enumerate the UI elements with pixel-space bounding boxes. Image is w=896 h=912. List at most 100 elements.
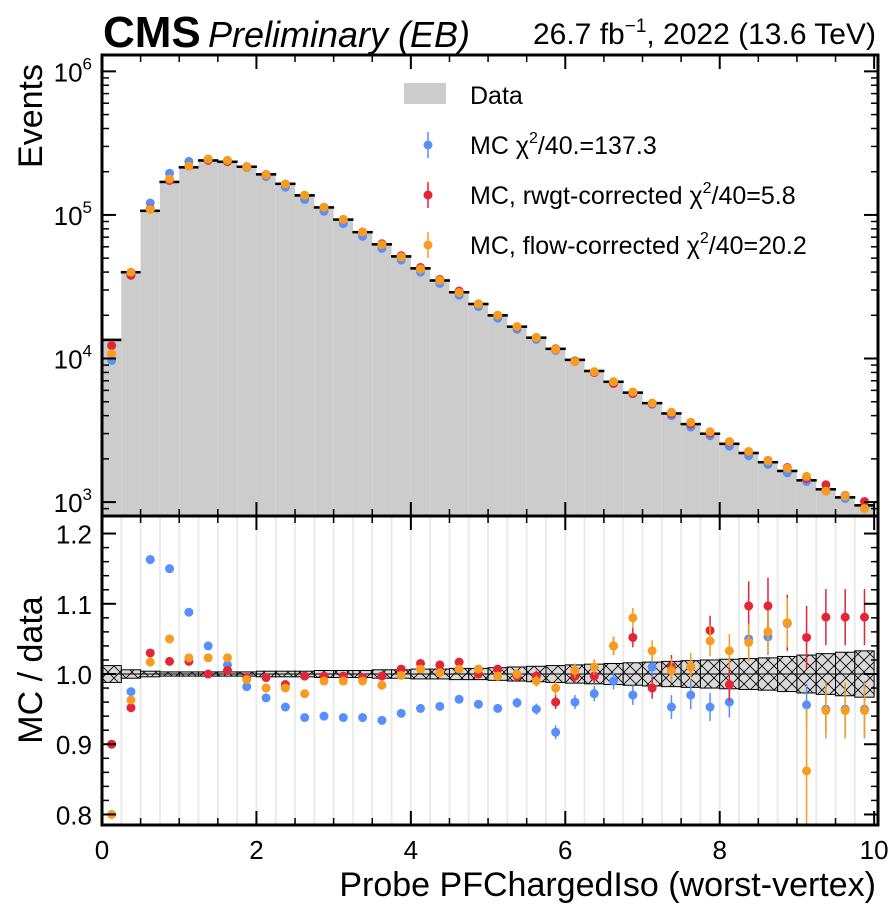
mc-ratio-point — [126, 687, 136, 697]
flow-point — [222, 155, 232, 165]
flow-ratio-point — [435, 668, 445, 678]
mc-ratio-point — [512, 698, 522, 708]
flow-ratio-point — [705, 636, 715, 646]
flow-point — [512, 322, 522, 332]
flow-point — [280, 179, 290, 189]
flow-ratio-point — [338, 676, 348, 686]
flow-ratio-point — [493, 671, 503, 681]
ratio-frame — [100, 514, 880, 827]
data-bin — [758, 462, 778, 516]
flow-ratio-point — [724, 646, 734, 656]
data-bin — [777, 470, 797, 516]
flow-point — [300, 190, 310, 200]
flow-ratio-point — [280, 683, 290, 693]
mc-ratio-point — [416, 703, 426, 713]
flow-ratio-point — [377, 680, 387, 690]
mc-ratio-point — [396, 708, 406, 718]
mc-ratio-point — [203, 641, 213, 651]
flow-ratio-point — [840, 706, 850, 716]
flow-point — [242, 162, 252, 172]
main-ytick-label: 105 — [54, 198, 92, 231]
data-bin — [295, 195, 315, 516]
flow-ratio-point — [454, 664, 464, 674]
flow-ratio-point — [859, 706, 869, 716]
data-bin — [545, 348, 566, 516]
flow-point — [821, 486, 831, 496]
mc-ratio-point — [184, 607, 194, 617]
rwgt-ratio-point — [203, 669, 213, 679]
main-ytick-label: 106 — [54, 54, 92, 87]
flow-point — [666, 407, 676, 417]
flow-point — [782, 463, 792, 473]
flow-ratio-point — [184, 653, 194, 663]
flow-ratio-point — [647, 646, 657, 656]
main-points — [107, 154, 869, 514]
rwgt-ratio-point — [454, 657, 464, 667]
mc-ratio-point — [358, 713, 368, 723]
flow-ratio-point — [358, 676, 368, 686]
flow-ratio-point — [261, 683, 271, 693]
flow-ratio-point — [782, 618, 792, 628]
rwgt-ratio-point — [377, 671, 387, 681]
mc-ratio-point — [300, 713, 310, 723]
flow-ratio-point — [222, 653, 232, 663]
flow-ratio-point — [396, 670, 406, 680]
rwgt-ratio-point — [435, 660, 445, 670]
flow-point — [454, 288, 464, 298]
flow-ratio-point — [802, 766, 812, 776]
flow-ratio-point — [512, 669, 522, 679]
flow-ratio-point — [473, 664, 483, 674]
data-bin — [584, 370, 604, 516]
mc-ratio-point — [338, 713, 348, 723]
rwgt-ratio-point — [744, 601, 754, 611]
legend-label-rwgt: MC, rwgt-corrected χ2/40=5.8 — [470, 180, 796, 210]
flow-point — [705, 427, 715, 437]
data-bin — [159, 181, 180, 516]
ratio-points — [107, 555, 869, 824]
data-bin — [835, 497, 855, 516]
flow-ratio-point — [589, 662, 599, 672]
rwgt-ratio-point — [840, 612, 850, 622]
flow-point — [686, 417, 696, 427]
rwgt-ratio-point — [802, 632, 812, 642]
ratio-ylabel: MC / data — [12, 596, 50, 743]
data-bin — [719, 443, 740, 516]
lumi-label: 26.7 fb−1, 2022 (13.6 TeV) — [533, 16, 876, 51]
data-bin — [449, 292, 469, 516]
x-tick-label: 10 — [860, 835, 889, 865]
flow-point — [319, 202, 329, 212]
flow-point — [570, 357, 580, 367]
flow-ratio-point — [763, 627, 773, 637]
rwgt-ratio-point — [763, 601, 773, 611]
flow-ratio-point — [165, 634, 175, 644]
main-ytick-label: 104 — [54, 342, 92, 375]
flow-ratio-point — [126, 695, 136, 705]
flow-ratio-point — [319, 676, 329, 686]
mc-ratio-point — [705, 702, 715, 712]
mc-ratio-point — [493, 703, 503, 713]
flow-point — [107, 349, 117, 359]
mc-ratio-point — [454, 694, 464, 704]
data-bin — [603, 381, 624, 516]
flow-ratio-point — [531, 676, 541, 686]
ratio-ytick-label: 1.2 — [56, 520, 92, 550]
rwgt-ratio-point — [628, 632, 638, 642]
mc-ratio-point — [261, 693, 271, 703]
legend-mc-marker — [423, 140, 433, 150]
flow-point — [647, 398, 657, 408]
data-bin — [468, 303, 489, 516]
data-bin — [410, 268, 431, 516]
ratio-ytick-label: 1.1 — [56, 590, 92, 620]
flow-point — [802, 471, 812, 481]
mc-ratio-point — [531, 704, 541, 714]
flow-ratio-point — [145, 657, 155, 667]
flow-ratio-point — [666, 666, 676, 675]
data-bin — [700, 433, 720, 516]
data-bin — [314, 207, 334, 516]
mc-ratio-point — [802, 700, 812, 710]
flow-point — [165, 174, 175, 184]
rwgt-ratio-point — [647, 683, 657, 693]
data-bin — [430, 280, 450, 516]
mc-ratio-point — [377, 715, 387, 725]
data-bin — [275, 183, 296, 516]
